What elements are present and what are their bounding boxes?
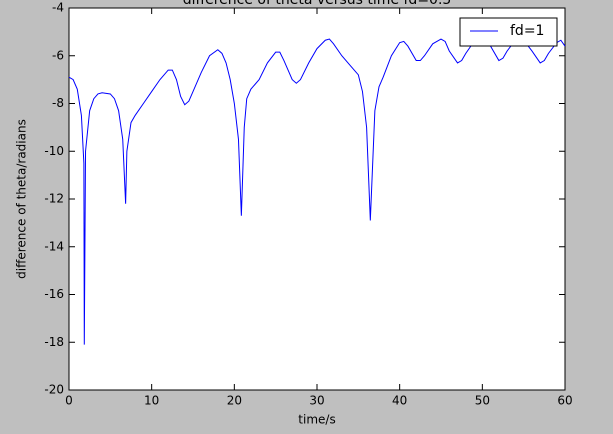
y-tick-label: -10 <box>44 144 64 158</box>
legend-box <box>459 17 558 47</box>
plot-area <box>68 7 566 391</box>
y-tick-label: -16 <box>44 287 64 301</box>
y-tick-label: -6 <box>52 48 64 62</box>
y-axis-label: difference of theta/radians <box>15 119 29 279</box>
legend-label: fd=1 <box>510 23 544 39</box>
y-tick-label: -4 <box>52 1 64 15</box>
x-axis-label: time/s <box>298 413 335 427</box>
x-tick-label: 60 <box>557 394 572 408</box>
x-tick-label: 40 <box>392 394 407 408</box>
x-tick-label: 20 <box>227 394 242 408</box>
x-tick-label: 30 <box>309 394 324 408</box>
data-line <box>68 38 566 345</box>
y-tick-label: -8 <box>52 96 64 110</box>
y-tick-label: -12 <box>44 192 64 206</box>
x-tick-label: 10 <box>144 394 159 408</box>
x-tick-label: 0 <box>65 394 73 408</box>
y-tick-label: -18 <box>44 335 64 349</box>
chart-title: difference of theta versus time fd=0.5 <box>183 0 452 8</box>
y-tick-label: -20 <box>44 383 64 397</box>
x-tick-label: 50 <box>475 394 490 408</box>
y-tick-label: -14 <box>44 239 64 253</box>
